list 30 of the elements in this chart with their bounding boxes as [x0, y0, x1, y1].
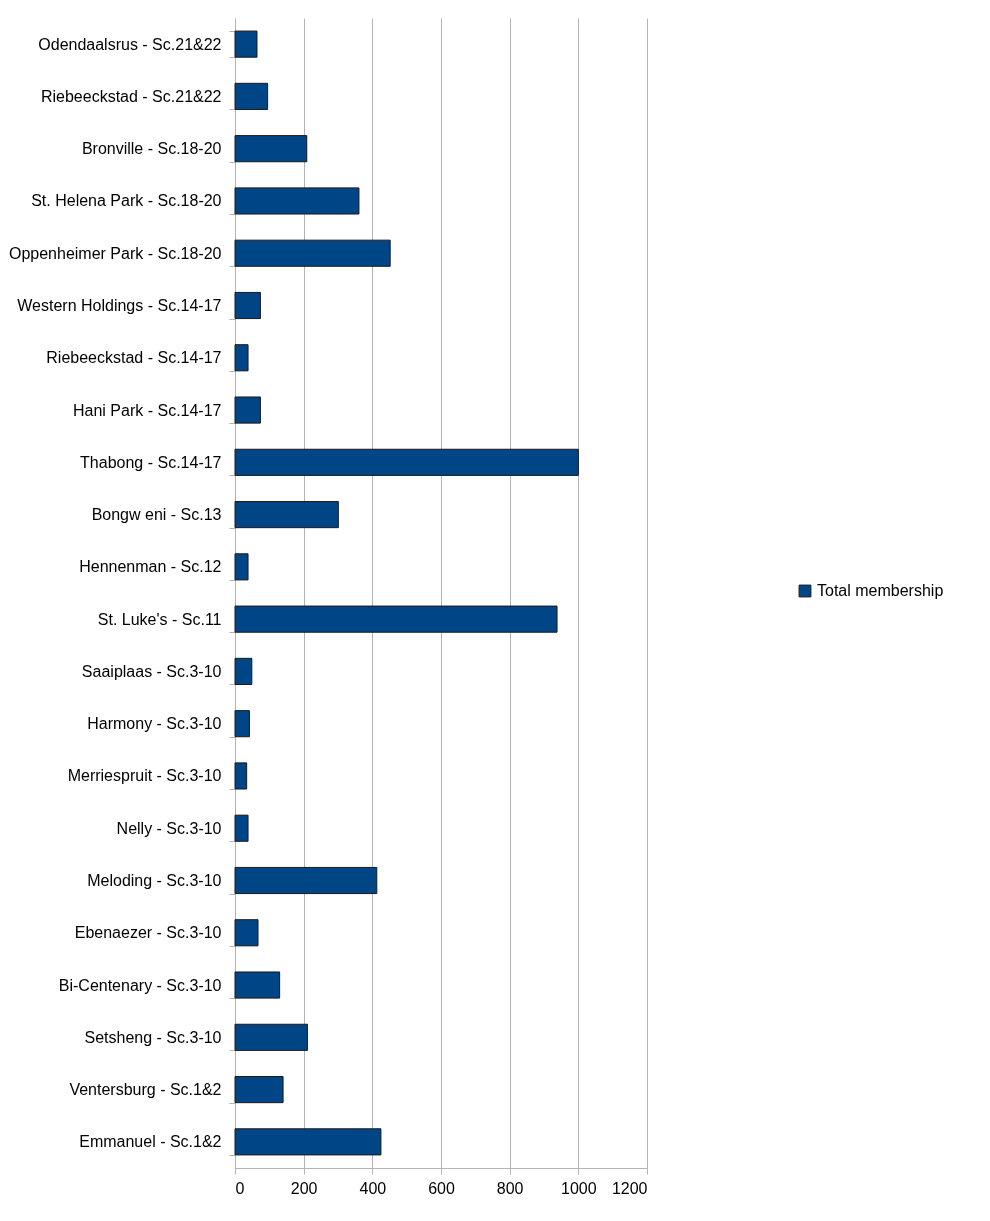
- y-tick-label: Saaiplaas - Sc.3-10: [81, 662, 222, 680]
- y-tick-label: Hennenman - Sc.12: [79, 558, 222, 576]
- y-tick-label: St. Luke's - Sc.11: [97, 610, 222, 628]
- x-tick-label: 400: [359, 1179, 387, 1197]
- x-tick-label: 1000: [561, 1179, 597, 1197]
- x-tick-label: 1200: [611, 1179, 648, 1197]
- y-tick-label: Ebenaezer - Sc.3-10: [74, 924, 222, 942]
- y-tick-label: Oppenheimer Park - Sc.18-20: [8, 244, 222, 262]
- y-tick-label: Odendaalsrus - Sc.21&22: [38, 35, 222, 53]
- y-tick-label: Ventersburg - Sc.1&2: [69, 1081, 222, 1099]
- x-tick-label: 0: [235, 1179, 245, 1197]
- y-tick-label: Bongw eni - Sc.13: [91, 506, 222, 524]
- legend-label: Total membership: [817, 582, 944, 599]
- y-tick-label: Emmanuel - Sc.1&2: [79, 1133, 222, 1151]
- x-tick-label: 200: [290, 1179, 318, 1197]
- y-tick-label: Bi-Centenary - Sc.3-10: [58, 976, 222, 994]
- y-tick-label: Harmony - Sc.3-10: [87, 715, 222, 733]
- x-tick-label: 800: [496, 1179, 524, 1197]
- x-tick-label: 600: [428, 1179, 455, 1197]
- y-tick-label: Merriespruit - Sc.3-10: [67, 767, 222, 785]
- y-tick-label: Hani Park - Sc.14-17: [72, 401, 222, 419]
- y-tick-label: Nelly - Sc.3-10: [116, 819, 222, 837]
- y-tick-label: Riebeeckstad - Sc.14-17: [46, 349, 222, 367]
- y-tick-label: Bronville - Sc.18-20: [81, 140, 222, 158]
- y-tick-label: Riebeeckstad - Sc.21&22: [40, 87, 222, 105]
- y-tick-label: Setsheng - Sc.3-10: [84, 1028, 222, 1046]
- y-tick-label: St. Helena Park - Sc.18-20: [31, 192, 222, 210]
- y-tick-label: Meloding - Sc.3-10: [87, 872, 222, 889]
- y-tick-label: Thabong - Sc.14-17: [80, 453, 222, 471]
- y-tick-label: Western Holdings - Sc.14-17: [17, 297, 222, 314]
